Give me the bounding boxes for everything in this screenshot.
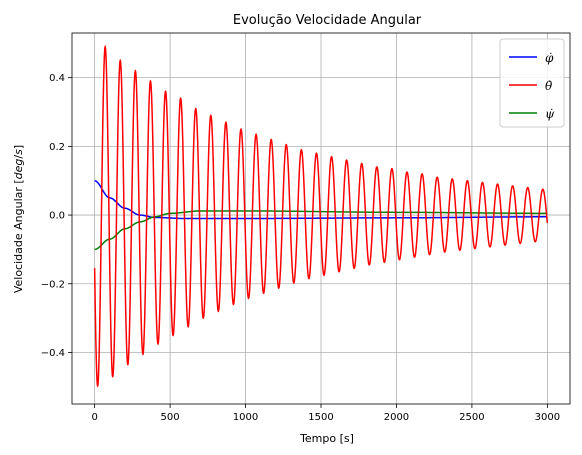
- chart-title: Evolução Velocidade Angular: [233, 13, 422, 28]
- x-tick-label: 1000: [233, 412, 258, 423]
- legend-label: ψ̇: [545, 107, 555, 121]
- y-tick-label: −0.4: [41, 348, 65, 359]
- y-axis-label-main: Velocidade Angular [: [12, 179, 25, 293]
- x-tick-label: 0: [91, 412, 97, 423]
- x-tick-label: 3000: [535, 412, 560, 423]
- x-tick-label: 1500: [308, 412, 333, 423]
- y-axis-label: Velocidade Angular [deg/s]: [12, 145, 25, 293]
- y-tick-label: 0.0: [49, 211, 65, 222]
- x-tick-label: 2500: [459, 412, 484, 423]
- x-tick-label: 500: [161, 412, 180, 423]
- y-tick-label: 0.4: [49, 73, 65, 84]
- y-tick-label: 0.2: [49, 142, 65, 153]
- x-tick-label: 2000: [384, 412, 409, 423]
- y-axis-label-unit: deg: [12, 159, 25, 180]
- y-axis-label-close: ]: [12, 145, 25, 149]
- legend: φ̇ θ̇ ψ̇: [500, 39, 564, 127]
- legend-label: θ̇: [545, 79, 553, 93]
- legend-label: φ̇: [545, 51, 554, 65]
- y-tick-label: −0.2: [41, 279, 65, 290]
- x-axis-label: Tempo [s]: [299, 432, 354, 445]
